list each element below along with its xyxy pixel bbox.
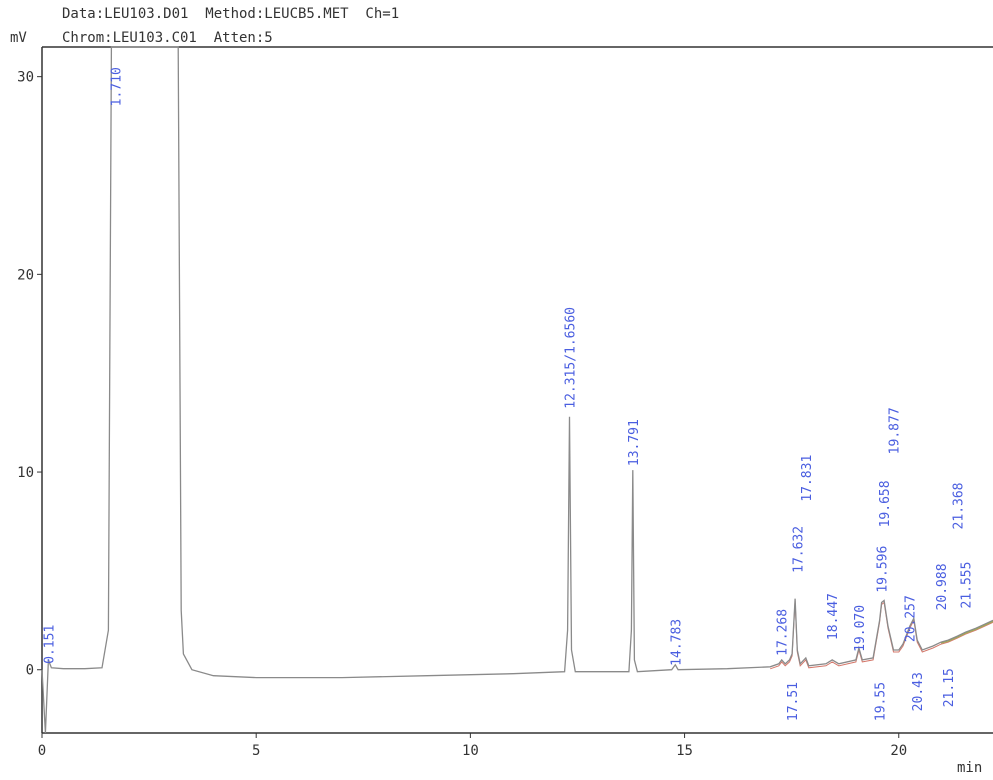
peak-retention-label: 1.710 (109, 67, 124, 106)
peak-retention-label: 19.070 (853, 605, 868, 652)
x-tick-label: 20 (890, 743, 907, 759)
x-axis-label: min (957, 760, 983, 776)
peak-retention-label: 21.15 (942, 668, 957, 707)
peak-retention-label: 0.151 (43, 625, 58, 664)
peak-retention-label: 14.783 (669, 619, 684, 666)
peak-retention-label: 19.658 (878, 480, 893, 527)
peak-retention-label: 21.368 (951, 482, 966, 529)
x-tick-label: 0 (38, 743, 46, 759)
peak-retention-label: 20.988 (935, 563, 950, 610)
y-tick-label: 10 (17, 465, 34, 481)
y-tick-label: 0 (26, 663, 34, 679)
signal-trace-line (41, 46, 993, 734)
y-tick-label: 20 (17, 267, 34, 283)
peak-retention-label: 17.632 (791, 526, 806, 573)
peak-retention-label: 19.55 (874, 682, 889, 721)
peak-retention-label: 20.257 (904, 595, 919, 642)
x-tick-label: 15 (676, 743, 693, 759)
peak-retention-label: 17.268 (776, 609, 791, 656)
peak-retention-label: 21.555 (959, 562, 974, 609)
y-tick-label: 30 (17, 70, 34, 86)
baseline-tail-line (940, 620, 993, 644)
peak-retention-label: 12.315/1.6560 (563, 307, 578, 409)
peak-retention-label: 20.43 (911, 672, 926, 711)
peak-retention-label: 13.791 (627, 419, 642, 466)
peak-retention-label: 17.51 (786, 682, 801, 721)
peak-retention-label: 19.877 (887, 407, 902, 454)
peak-retention-label: 17.831 (800, 455, 815, 502)
peak-retention-label: 19.596 (876, 546, 891, 593)
y-axis-label: mV (10, 30, 27, 46)
x-tick-label: 10 (462, 743, 479, 759)
chart-header-data-line: Data:LEU103.D01 Method:LEUCB5.MET Ch=1 (62, 6, 400, 22)
peak-retention-label: 18.447 (826, 593, 841, 640)
chart-header-chrom-line: Chrom:LEU103.C01 Atten:5 (62, 30, 273, 46)
x-tick-label: 5 (252, 743, 260, 759)
